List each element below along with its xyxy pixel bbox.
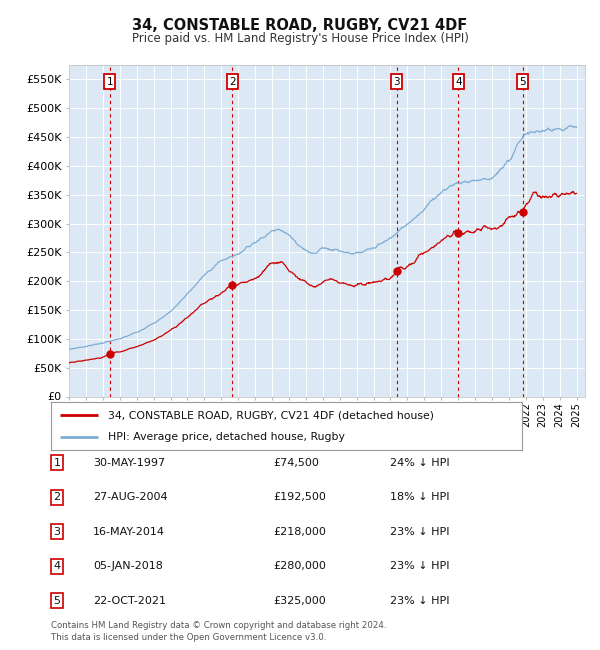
Text: £192,500: £192,500	[273, 492, 326, 502]
Text: 1: 1	[106, 77, 113, 86]
Text: HPI: Average price, detached house, Rugby: HPI: Average price, detached house, Rugb…	[107, 432, 344, 442]
Text: 4: 4	[455, 77, 461, 86]
Text: 23% ↓ HPI: 23% ↓ HPI	[390, 595, 449, 606]
Text: Contains HM Land Registry data © Crown copyright and database right 2024.: Contains HM Land Registry data © Crown c…	[51, 621, 386, 630]
Text: 1: 1	[53, 458, 61, 468]
Text: £280,000: £280,000	[273, 561, 326, 571]
Text: £325,000: £325,000	[273, 595, 326, 606]
Text: 34, CONSTABLE ROAD, RUGBY, CV21 4DF: 34, CONSTABLE ROAD, RUGBY, CV21 4DF	[133, 18, 467, 33]
Text: 34, CONSTABLE ROAD, RUGBY, CV21 4DF (detached house): 34, CONSTABLE ROAD, RUGBY, CV21 4DF (det…	[107, 410, 434, 421]
Text: 24% ↓ HPI: 24% ↓ HPI	[390, 458, 449, 468]
Text: £74,500: £74,500	[273, 458, 319, 468]
Text: Price paid vs. HM Land Registry's House Price Index (HPI): Price paid vs. HM Land Registry's House …	[131, 32, 469, 45]
Text: 05-JAN-2018: 05-JAN-2018	[93, 561, 163, 571]
Text: 5: 5	[53, 595, 61, 606]
Text: 3: 3	[394, 77, 400, 86]
Text: 16-MAY-2014: 16-MAY-2014	[93, 526, 165, 537]
Text: 23% ↓ HPI: 23% ↓ HPI	[390, 561, 449, 571]
Text: 23% ↓ HPI: 23% ↓ HPI	[390, 526, 449, 537]
Text: 22-OCT-2021: 22-OCT-2021	[93, 595, 166, 606]
Text: 27-AUG-2004: 27-AUG-2004	[93, 492, 167, 502]
Text: This data is licensed under the Open Government Licence v3.0.: This data is licensed under the Open Gov…	[51, 633, 326, 642]
Text: 5: 5	[519, 77, 526, 86]
Text: 2: 2	[229, 77, 236, 86]
Text: 3: 3	[53, 526, 61, 537]
Text: 30-MAY-1997: 30-MAY-1997	[93, 458, 165, 468]
Text: 2: 2	[53, 492, 61, 502]
Text: £218,000: £218,000	[273, 526, 326, 537]
Text: 4: 4	[53, 561, 61, 571]
Text: 18% ↓ HPI: 18% ↓ HPI	[390, 492, 449, 502]
